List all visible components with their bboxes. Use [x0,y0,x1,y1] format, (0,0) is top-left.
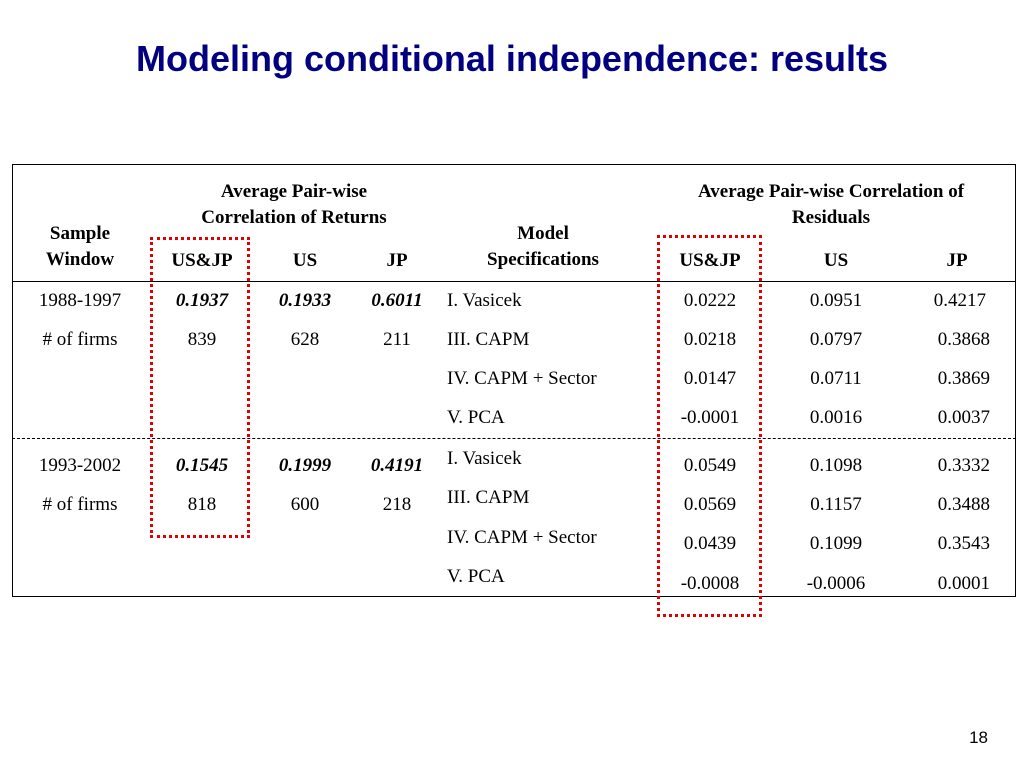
block2-model-1: I. Vasicek [447,448,522,469]
block1-res-us-3: 0.0711 [810,368,862,389]
slide-title: Modeling conditional independence: resul… [135,38,889,79]
block2-firms-usjp: 818 [187,494,217,515]
block2-res-us-4: -0.0006 [806,573,866,594]
block2-res-us-3: 0.1099 [809,533,863,554]
block2-ret-jp: 0.4191 [370,455,424,476]
block1-res-usjp-4: -0.0001 [680,407,740,428]
block1-res-usjp-1: 0.0222 [683,290,737,311]
header-returns-usjp: US&JP [171,250,233,271]
block2-ret-us: 0.1999 [278,455,332,476]
header-residuals-usjp: US&JP [679,250,741,271]
results-table [12,164,1016,597]
block1-res-us-1: 0.0951 [809,290,863,311]
header-residuals-2: Residuals [791,207,871,228]
block1-window: 1988-1997 [38,290,122,311]
header-sample-window-1: Sample [49,223,111,244]
block1-res-us-4: 0.0016 [809,407,863,428]
header-divider [12,281,1016,282]
block2-res-jp-3: 0.3543 [937,533,990,554]
block2-window: 1993-2002 [38,455,122,476]
block1-res-jp-2: 0.3868 [937,329,990,350]
highlight-box-returns-usjp [150,237,250,538]
header-residuals-jp: JP [946,250,968,271]
block2-res-jp-2: 0.3488 [937,494,990,515]
header-returns-jp: JP [386,250,408,271]
block2-res-usjp-2: 0.0569 [683,494,737,515]
block2-ret-usjp: 0.1545 [175,455,229,476]
block2-res-usjp-1: 0.0549 [683,455,737,476]
block1-ret-usjp: 0.1937 [175,290,229,311]
header-returns-us: US [292,250,318,271]
block1-res-jp-4: 0.0037 [937,407,990,428]
header-model-2: Specifications [487,249,599,270]
header-returns-1: Average Pair-wise [220,181,368,202]
block1-res-us-2: 0.0797 [809,329,863,350]
block2-model-4: V. PCA [447,566,505,587]
header-residuals-1: Average Pair-wise Correlation of [697,181,965,202]
block2-res-jp-1: 0.3332 [937,455,990,476]
block1-firms-usjp: 839 [187,329,217,350]
block1-model-4: V. PCA [447,407,505,428]
highlight-box-residuals-usjp [657,235,762,617]
header-returns-2: Correlation of Returns [201,207,387,228]
block1-res-usjp-2: 0.0218 [683,329,737,350]
header-model-1: Model [517,223,569,244]
block2-res-usjp-3: 0.0439 [683,533,737,554]
block2-firms-label: # of firms [42,494,118,515]
block2-firms-jp: 218 [382,494,412,515]
period-divider [12,438,1016,439]
block1-model-3: IV. CAPM + Sector [447,368,597,389]
block1-firms-jp: 211 [383,329,411,350]
block2-firms-us: 600 [290,494,320,515]
block2-res-usjp-4: -0.0008 [680,573,740,594]
block1-res-jp-3: 0.3869 [937,368,990,389]
block1-model-1: I. Vasicek [447,290,522,311]
page-number: 18 [969,728,988,747]
block2-model-3: IV. CAPM + Sector [447,527,597,548]
block1-model-2: III. CAPM [447,329,530,350]
block2-res-us-2: 0.1157 [810,494,862,515]
block2-res-us-1: 0.1098 [809,455,863,476]
block1-firms-us: 628 [290,329,320,350]
header-residuals-us: US [823,250,849,271]
block2-res-jp-4: 0.0001 [937,573,990,594]
block1-ret-us: 0.1933 [278,290,332,311]
block2-model-2: III. CAPM [447,487,530,508]
block1-res-usjp-3: 0.0147 [683,368,737,389]
block1-firms-label: # of firms [42,329,118,350]
block1-res-jp-1: 0.4217 [933,290,986,311]
header-sample-window-2: Window [45,249,115,270]
block1-ret-jp: 0.6011 [371,290,423,311]
